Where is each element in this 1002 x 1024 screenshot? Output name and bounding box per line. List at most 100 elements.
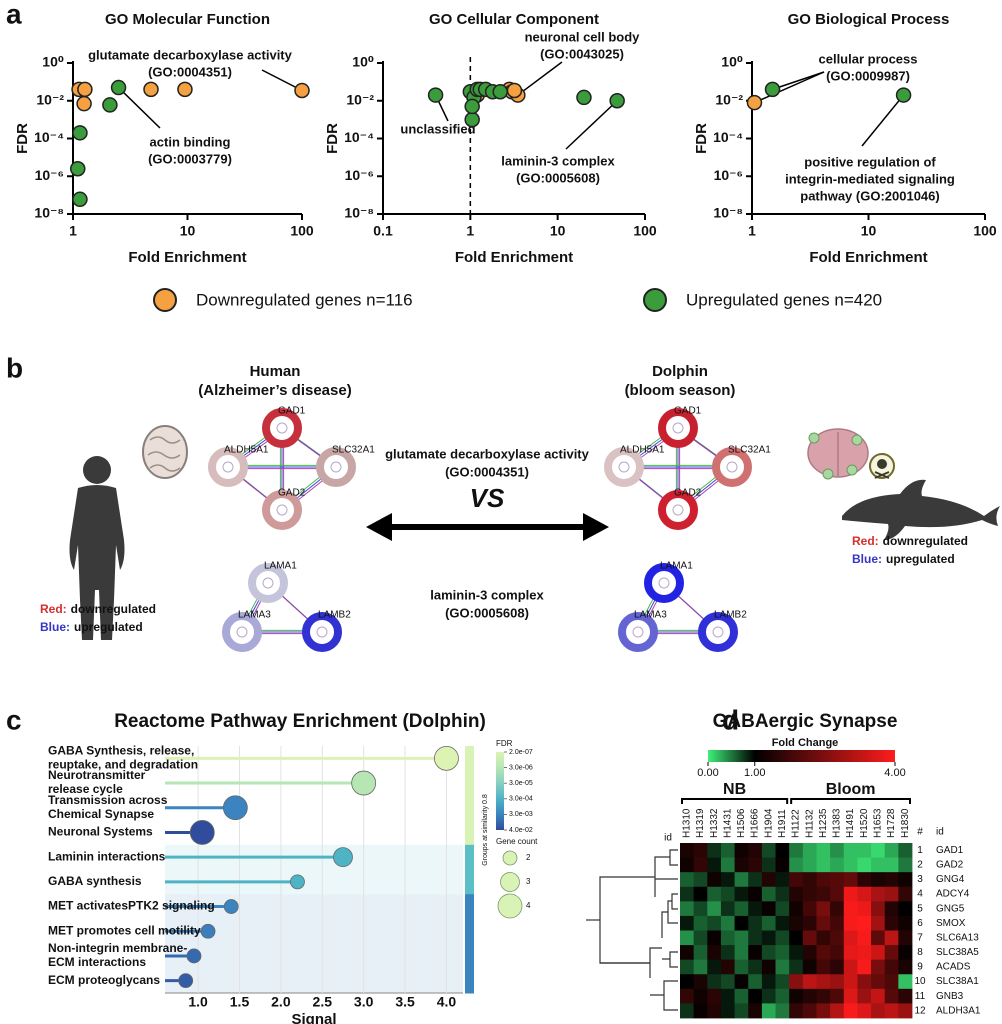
heatmap-cell [843,843,858,858]
point [576,89,592,106]
network-node [208,447,248,487]
category-label: MET activatesPTK2 signaling [48,899,215,913]
heatmap-cell [734,945,749,961]
toxin-icon [869,453,895,479]
panel-label: c [6,704,22,735]
point [427,87,444,103]
heatmap-cell [857,857,872,873]
heatmap-cell [775,886,790,902]
heatmap-cell [871,974,886,990]
heatmap-cell [857,1003,872,1019]
heatmap-cell [720,959,735,975]
heatmap-cell [775,988,790,1004]
heatmap-cell [680,945,695,961]
node-label: ALDH5A1 [224,445,269,456]
legend-entry: Blue: upregulated [852,552,955,566]
y-tick-label: 10⁻² [715,91,743,107]
heatmap-cell [816,959,831,975]
colorbar-label: 0.00 [697,767,718,779]
heatmap-cell [898,1003,913,1019]
x-tick-label: 100 [973,223,997,239]
heatmap-cell [761,945,776,961]
panel-label: d [722,704,739,735]
y-tick-label: 10⁻⁴ [344,129,374,145]
heatmap-cell [707,1003,722,1019]
heatmap-cell [693,988,708,1004]
category-label: MET promotes cell motility [48,923,201,937]
network-node [316,447,356,487]
point [102,97,118,113]
annotation: neuronal cell body [525,29,641,44]
node-core [632,626,644,638]
x-tick-label: 1.5 [230,994,250,1010]
heatmap-cell [761,886,776,902]
annotation: unclassified [400,121,475,136]
annotation: glutamate decarboxylase activity [88,47,293,62]
heatmap-cell [720,988,735,1004]
point [746,94,763,111]
heatmap-cell [884,886,899,902]
group-bar [465,894,474,920]
heatmap-cell [884,857,899,873]
heatmap-cell [720,843,735,858]
row-label: GAD2 [936,860,964,871]
heatmap-cell [857,945,872,961]
heatmap-cell [720,974,735,990]
heatmap-cell [816,886,831,902]
row-number: 12 [914,1005,926,1016]
heatmap-cell [830,872,845,888]
x-tick-label: 1 [748,223,756,239]
group-bar [465,770,474,796]
node-label: GAD1 [278,406,306,417]
heatmap-cell [680,843,695,858]
heatmap-cell [707,901,722,917]
panel-label: b [6,352,23,383]
category-label: reuptake, and degradation [48,758,198,772]
column-label: H1520 [859,808,870,838]
x-tick-label: 1 [466,223,474,239]
x-tick-label: 1.0 [188,994,208,1010]
heatmap-cell [830,1003,845,1019]
lollipop-head [434,745,459,771]
heatmap-cell [898,988,913,1004]
group-bar [465,918,474,945]
column-label: H1310 [681,808,692,838]
legend-entry: Red: downregulated [852,534,968,548]
row-id-header: id [936,827,944,838]
annotation-line [861,94,905,147]
annotation: (GO:0009987) [826,68,910,83]
column-label: H1132 [804,809,815,838]
heatmap-cell [871,857,886,873]
legend-key: Blue: [40,620,70,634]
colorbar [708,750,895,762]
lollipop-head [178,973,194,989]
row-label: ADCY4 [936,889,970,900]
chart-title: GABAergic Synapse [713,711,898,732]
heatmap-cell [734,857,749,873]
heatmap-cell [775,915,790,931]
heatmap-cell [734,886,749,902]
size-legend-label: 3 [526,877,531,886]
heatmap-cell [843,1003,858,1019]
dolphin-brain-icon [807,428,869,480]
heatmap-cell [898,886,913,902]
heatmap-cell [884,901,899,917]
heatmap-cell [680,974,695,990]
heatmap-cell [775,843,790,858]
heatmap-cell [707,959,722,975]
category-label: ECM interactions [48,955,146,969]
heatmap-cell [843,886,858,902]
column-label: H1383 [832,808,843,838]
y-tick-label: 10⁻² [346,91,374,107]
size-legend-mark [497,893,523,919]
legend-text: upregulated [886,552,955,566]
heatmap-cell [802,886,817,902]
heatmap-cell [720,872,735,888]
column-label: H1830 [900,808,911,838]
heatmap-cell [884,843,899,858]
heatmap-cell [830,974,845,990]
category-label: Neurotransmitter [48,768,146,782]
heatmap-cell [802,843,817,858]
